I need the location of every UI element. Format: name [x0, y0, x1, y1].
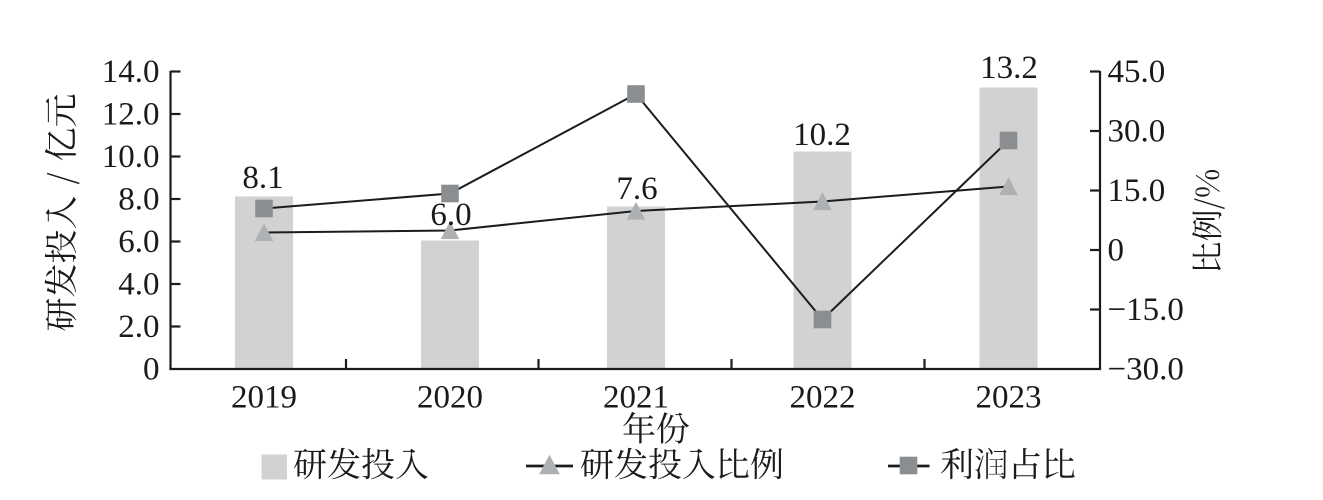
svg-text:2022: 2022 [790, 380, 856, 416]
svg-text:2019: 2019 [231, 380, 297, 416]
svg-text:15.0: 15.0 [1108, 173, 1166, 209]
svg-text:6.0: 6.0 [430, 197, 471, 233]
svg-text:0: 0 [143, 352, 160, 388]
svg-text:−15.0: −15.0 [1108, 292, 1184, 328]
svg-text:6.0: 6.0 [118, 224, 159, 260]
svg-text:7.6: 7.6 [616, 171, 657, 207]
svg-text:2023: 2023 [976, 380, 1042, 416]
svg-text:8.0: 8.0 [118, 182, 159, 218]
svg-text:12.0: 12.0 [102, 97, 160, 133]
svg-text:2.0: 2.0 [118, 309, 159, 345]
svg-text:0: 0 [1108, 233, 1125, 269]
svg-text:2020: 2020 [417, 380, 483, 416]
svg-text:14.0: 14.0 [102, 54, 160, 90]
svg-text:10.0: 10.0 [102, 139, 160, 175]
svg-text:−30.0: −30.0 [1108, 352, 1184, 388]
svg-text:10.2: 10.2 [793, 117, 851, 153]
svg-text:8.1: 8.1 [242, 160, 283, 196]
svg-text:13.2: 13.2 [980, 50, 1038, 86]
svg-text:45.0: 45.0 [1108, 54, 1166, 90]
svg-text:30.0: 30.0 [1108, 114, 1166, 150]
svg-text:2021: 2021 [603, 380, 669, 416]
svg-text:4.0: 4.0 [118, 267, 159, 303]
